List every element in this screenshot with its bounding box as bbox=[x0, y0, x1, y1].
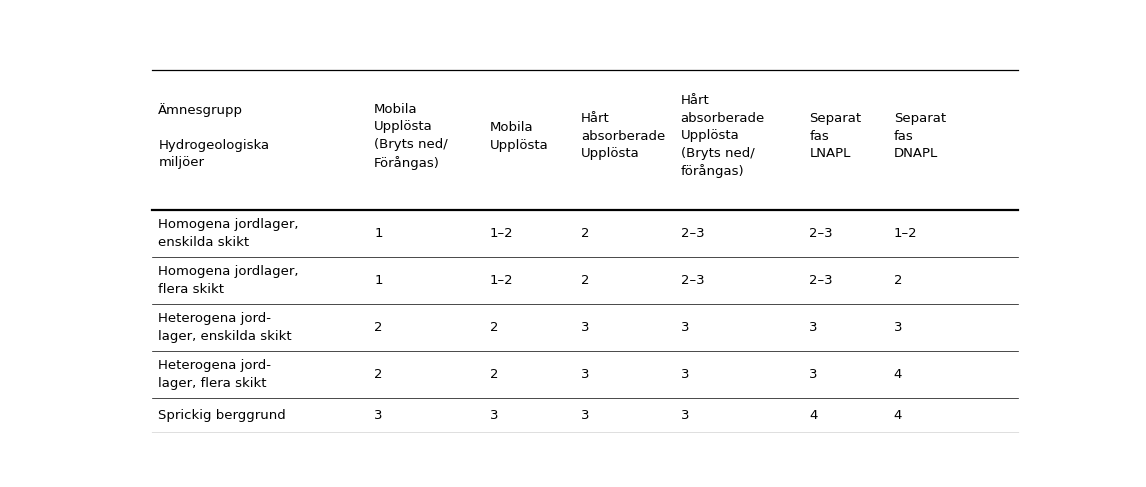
Text: Separat
fas
LNAPL: Separat fas LNAPL bbox=[809, 112, 862, 160]
Text: 1–2: 1–2 bbox=[489, 227, 513, 240]
Text: Mobila
Upplösta: Mobila Upplösta bbox=[489, 121, 549, 151]
Text: Hårt
absorberade
Upplösta: Hårt absorberade Upplösta bbox=[581, 112, 666, 160]
Text: 3: 3 bbox=[581, 321, 589, 334]
Text: 2–3: 2–3 bbox=[681, 227, 704, 240]
Text: 3: 3 bbox=[894, 321, 902, 334]
Text: 3: 3 bbox=[809, 321, 818, 334]
Text: 2: 2 bbox=[489, 321, 499, 334]
Text: 4: 4 bbox=[809, 409, 818, 422]
Text: Ämnesgrupp

Hydrogeologiska
miljöer: Ämnesgrupp Hydrogeologiska miljöer bbox=[158, 103, 269, 169]
Text: Sprickig berggrund: Sprickig berggrund bbox=[158, 409, 286, 422]
Text: Hårt
absorberade
Upplösta
(Bryts ned/
förångas): Hårt absorberade Upplösta (Bryts ned/ fö… bbox=[681, 94, 764, 178]
Text: 2: 2 bbox=[894, 274, 902, 287]
Text: 2: 2 bbox=[581, 274, 589, 287]
Text: 1: 1 bbox=[375, 274, 383, 287]
Text: 2: 2 bbox=[581, 227, 589, 240]
Text: 3: 3 bbox=[809, 368, 818, 381]
Text: 2: 2 bbox=[375, 321, 383, 334]
Text: 4: 4 bbox=[894, 409, 902, 422]
Text: 3: 3 bbox=[681, 321, 689, 334]
Text: Heterogena jord-
lager, enskilda skikt: Heterogena jord- lager, enskilda skikt bbox=[158, 312, 292, 343]
Text: 1–2: 1–2 bbox=[894, 227, 917, 240]
Text: 2–3: 2–3 bbox=[809, 274, 833, 287]
Text: 3: 3 bbox=[489, 409, 499, 422]
Text: 3: 3 bbox=[681, 368, 689, 381]
Text: 3: 3 bbox=[681, 409, 689, 422]
Text: Homogena jordlager,
enskilda skikt: Homogena jordlager, enskilda skikt bbox=[158, 219, 299, 249]
Text: 2–3: 2–3 bbox=[809, 227, 833, 240]
Text: Heterogena jord-
lager, flera skikt: Heterogena jord- lager, flera skikt bbox=[158, 359, 272, 390]
Text: 3: 3 bbox=[375, 409, 383, 422]
Text: 3: 3 bbox=[581, 368, 589, 381]
Text: Mobila
Upplösta
(Bryts ned/
Förångas): Mobila Upplösta (Bryts ned/ Förångas) bbox=[375, 103, 448, 169]
Text: 2: 2 bbox=[375, 368, 383, 381]
Text: 2–3: 2–3 bbox=[681, 274, 704, 287]
Text: 4: 4 bbox=[894, 368, 902, 381]
Text: 3: 3 bbox=[581, 409, 589, 422]
Text: Homogena jordlager,
flera skikt: Homogena jordlager, flera skikt bbox=[158, 265, 299, 296]
Text: Separat
fas
DNAPL: Separat fas DNAPL bbox=[894, 112, 945, 160]
Text: 1: 1 bbox=[375, 227, 383, 240]
Text: 2: 2 bbox=[489, 368, 499, 381]
Text: 1–2: 1–2 bbox=[489, 274, 513, 287]
